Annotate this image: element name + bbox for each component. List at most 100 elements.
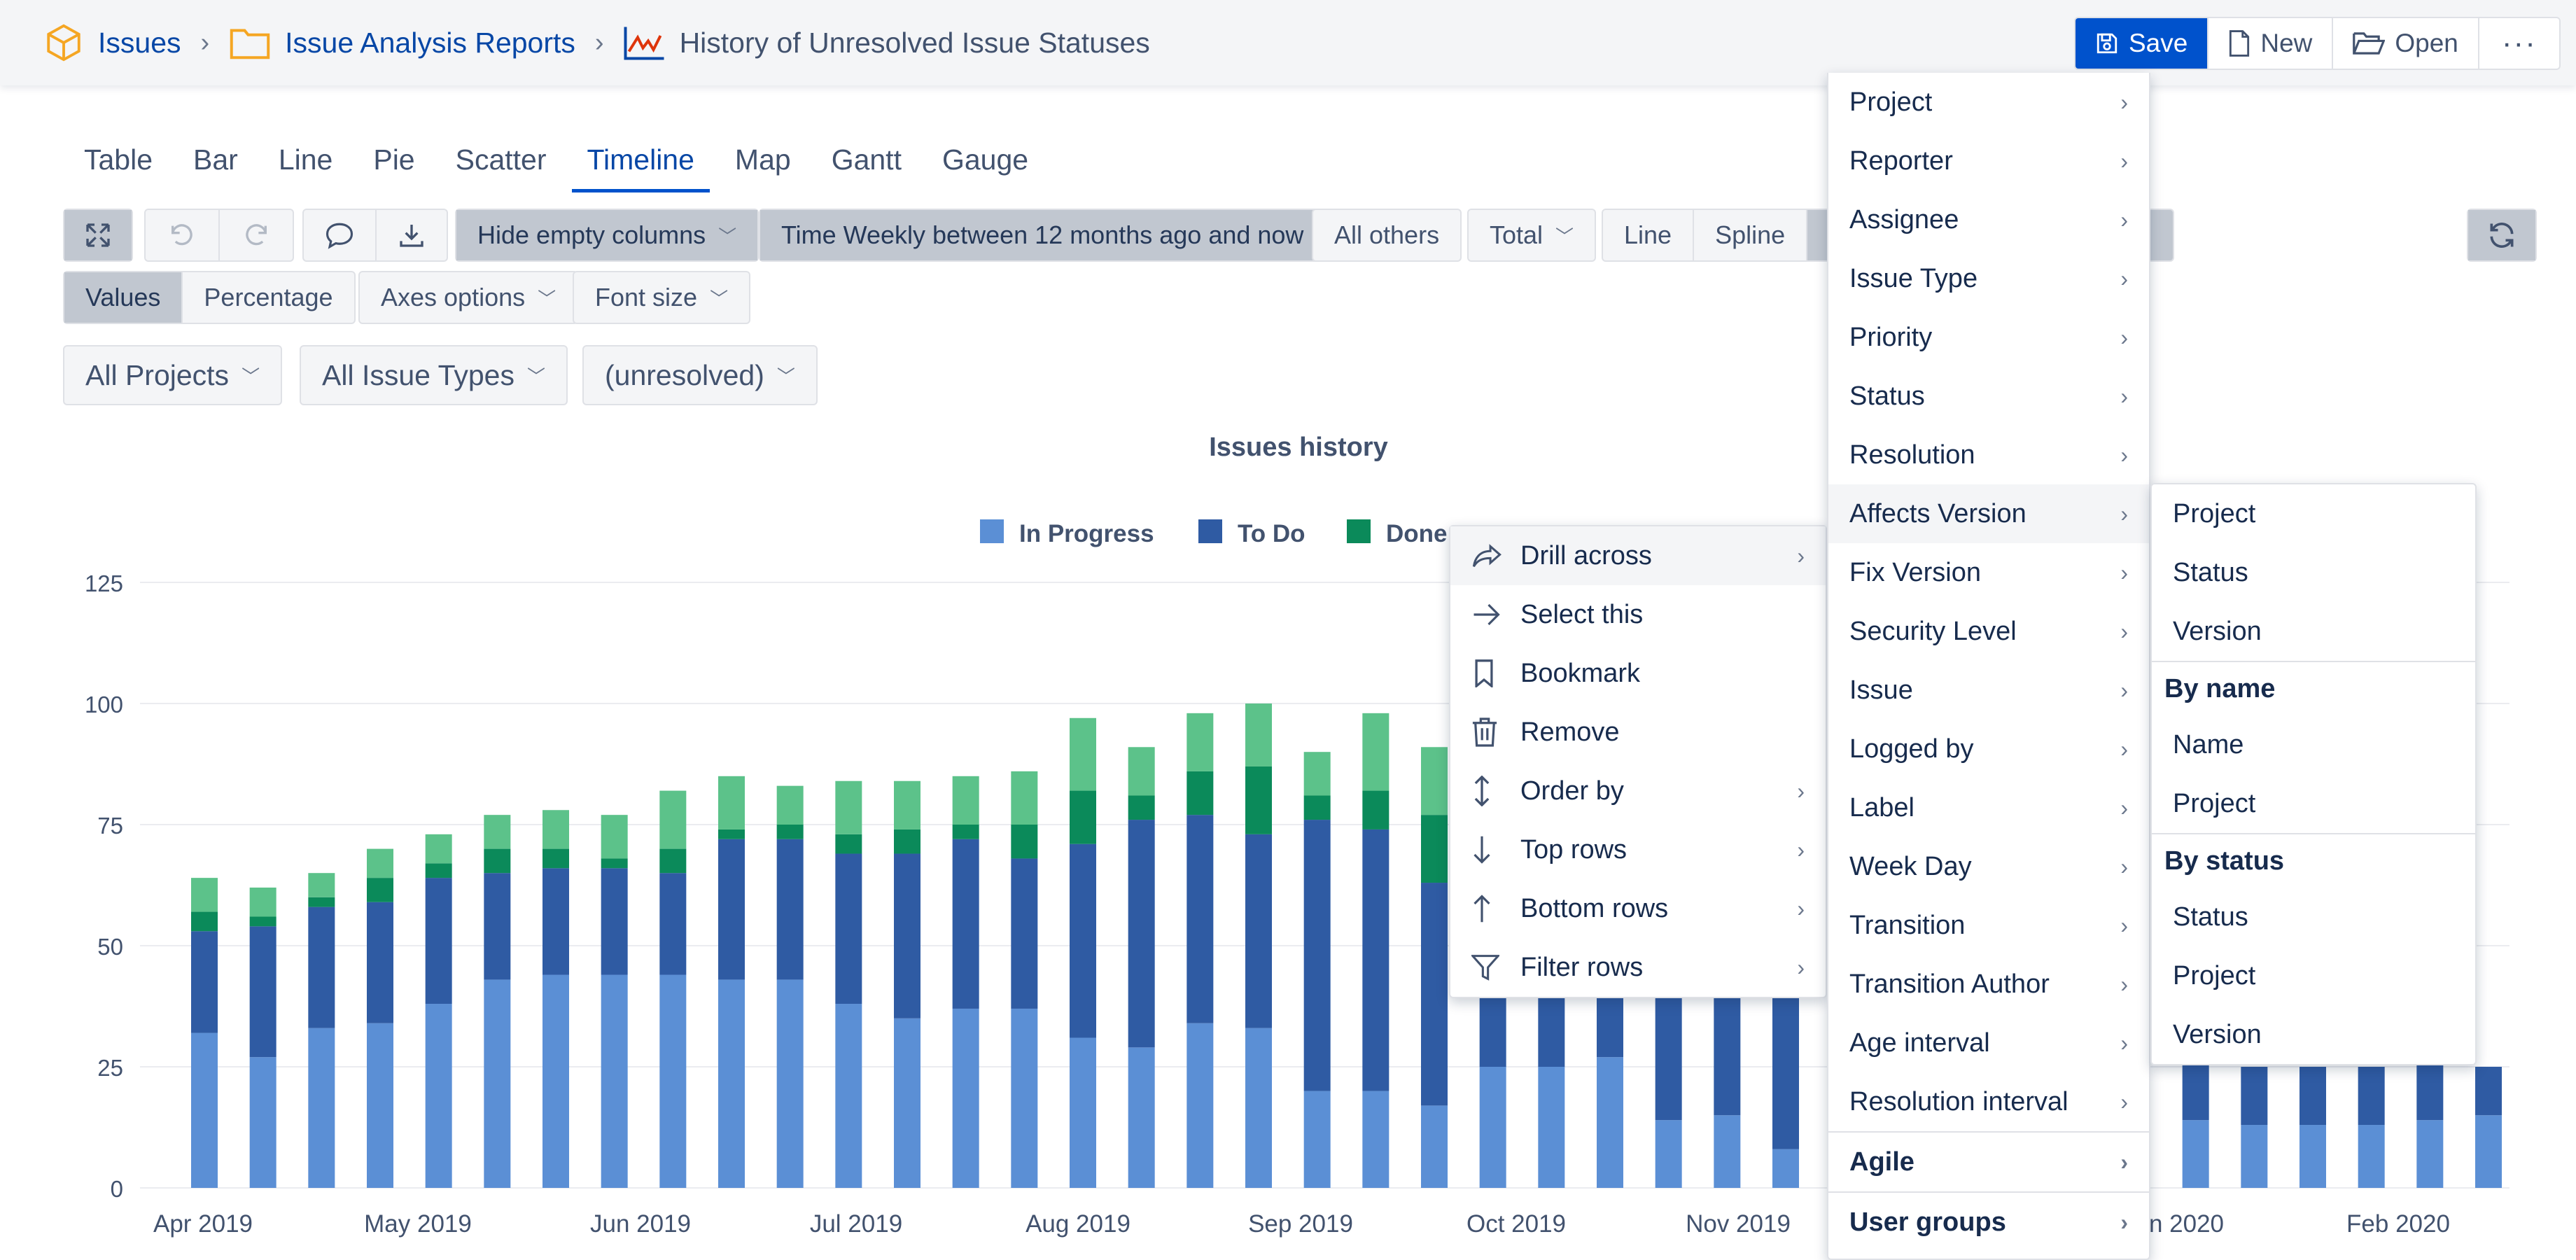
tab-bar[interactable]: Bar xyxy=(193,144,238,176)
breadcrumb-issue-analysis-reports[interactable]: Issue Analysis Reports xyxy=(285,26,575,59)
chevron-right-icon: › xyxy=(2120,1030,2128,1056)
drill-item-issue-type[interactable]: Issue Type › xyxy=(1828,249,2149,308)
hide-empty-dropdown[interactable]: Hide empty columns ﹀ xyxy=(455,209,760,262)
download-icon xyxy=(400,225,424,247)
bar-segment xyxy=(191,878,218,912)
drill-item-week-day[interactable]: Week Day › xyxy=(1828,837,2149,896)
tab-table[interactable]: Table xyxy=(84,144,153,176)
bar-segment xyxy=(1070,1037,1096,1188)
font-size-dropdown[interactable]: Font size ﹀ xyxy=(573,271,751,324)
drill-item-resolution-interval[interactable]: Resolution interval › xyxy=(1828,1072,2149,1131)
export-button[interactable] xyxy=(377,210,447,260)
sub-item-status-project[interactable]: Project xyxy=(2152,946,2475,1005)
sub-item-label: Status xyxy=(2173,902,2248,932)
drill-item-assignee[interactable]: Assignee › xyxy=(1828,190,2149,249)
issue-types-filter[interactable]: All Issue Types ﹀ xyxy=(300,345,568,405)
axes-options-dropdown[interactable]: Axes options ﹀ xyxy=(358,271,579,324)
drill-item-priority[interactable]: Priority › xyxy=(1828,308,2149,367)
menu-item-remove[interactable]: Remove xyxy=(1450,703,1826,762)
comment-button[interactable] xyxy=(304,210,377,260)
bar-segment xyxy=(1421,747,1448,816)
spline-style-button[interactable]: Spline xyxy=(1694,210,1808,260)
new-button[interactable]: New xyxy=(2208,18,2334,69)
drill-item-reporter[interactable]: Reporter › xyxy=(1828,132,2149,190)
open-folder-icon xyxy=(2353,32,2386,55)
refresh-button[interactable] xyxy=(2468,210,2535,260)
line-style-label: Line xyxy=(1624,220,1672,249)
fullscreen-group xyxy=(63,209,133,262)
all-others-button[interactable]: All others xyxy=(1312,209,1462,262)
drill-item-security-level[interactable]: Security Level › xyxy=(1828,602,2149,661)
drill-item-age-interval[interactable]: Age interval › xyxy=(1828,1014,2149,1072)
sort-icon xyxy=(1471,776,1504,806)
menu-item-order-by[interactable]: Order by › xyxy=(1450,762,1826,820)
time-range-button[interactable]: Time Weekly between 12 months ago and no… xyxy=(759,209,1326,262)
values-button[interactable]: Values xyxy=(64,272,183,323)
drill-item-transition-author[interactable]: Transition Author › xyxy=(1828,955,2149,1014)
menu-item-bottom-rows[interactable]: Bottom rows › xyxy=(1450,879,1826,938)
sub-item-label: Project xyxy=(2173,788,2256,818)
tab-pie[interactable]: Pie xyxy=(373,144,415,176)
tab-gauge[interactable]: Gauge xyxy=(941,144,1029,176)
chevron-right-icon: › xyxy=(1797,778,1805,804)
menu-item-top-rows[interactable]: Top rows › xyxy=(1450,820,1826,879)
tab-map[interactable]: Map xyxy=(734,144,791,176)
drill-item-status[interactable]: Status › xyxy=(1828,367,2149,426)
menu-item-label: Filter rows xyxy=(1520,952,1644,982)
drill-item-logged-by[interactable]: Logged by › xyxy=(1828,720,2149,778)
menu-item-drill-across[interactable]: Drill across › xyxy=(1450,526,1826,585)
bar-segment xyxy=(1421,1105,1448,1188)
sub-item-status-status[interactable]: Status xyxy=(2152,888,2475,946)
open-button[interactable]: Open xyxy=(2333,18,2479,69)
tab-gantt[interactable]: Gantt xyxy=(831,144,902,176)
tab-timeline[interactable]: Timeline xyxy=(571,144,710,192)
drill-group-agile[interactable]: Agile › xyxy=(1828,1133,2149,1191)
drill-item-label-dimension[interactable]: Label › xyxy=(1828,778,2149,837)
bar-segment xyxy=(1070,844,1096,1038)
breadcrumb-issues[interactable]: Issues xyxy=(98,26,181,59)
bar-segment xyxy=(1186,771,1214,816)
drill-item-affects-version[interactable]: Affects Version › xyxy=(1828,484,2149,543)
sub-item-version[interactable]: Version xyxy=(2152,602,2475,661)
chart-title: Issues history xyxy=(1209,433,1388,462)
resolution-filter[interactable]: (unresolved) ﹀ xyxy=(582,345,818,405)
menu-item-label: Top rows xyxy=(1520,834,1628,864)
sub-item-project[interactable]: Project xyxy=(2152,484,2475,543)
save-button[interactable]: Save xyxy=(2076,18,2209,69)
arrow-down-icon xyxy=(1471,835,1504,864)
drill-item-fix-version[interactable]: Fix Version › xyxy=(1828,543,2149,602)
drill-group-user-groups[interactable]: User groups › xyxy=(1828,1193,2149,1252)
drill-item-issue[interactable]: Issue › xyxy=(1828,661,2149,720)
menu-item-bookmark[interactable]: Bookmark xyxy=(1450,644,1826,703)
sub-item-status-version[interactable]: Version xyxy=(2152,1005,2475,1064)
drill-item-resolution[interactable]: Resolution › xyxy=(1828,426,2149,484)
bar-segment xyxy=(835,1004,862,1188)
tab-line[interactable]: Line xyxy=(278,144,333,176)
percentage-button[interactable]: Percentage xyxy=(183,272,354,323)
sub-item-status[interactable]: Status xyxy=(2152,543,2475,602)
menu-item-label: Order by xyxy=(1520,776,1624,806)
time-range-seg: Time Weekly between 12 months ago and no… xyxy=(760,210,1325,260)
sub-item-name-project[interactable]: Project xyxy=(2152,774,2475,833)
refresh-icon xyxy=(2490,223,2514,248)
total-dropdown[interactable]: Total ﹀ xyxy=(1467,209,1597,262)
menu-item-filter-rows[interactable]: Filter rows › xyxy=(1450,938,1826,997)
all-others-seg: All others xyxy=(1313,210,1460,260)
bar-segment xyxy=(1011,858,1038,1009)
bar-segment xyxy=(659,974,687,1188)
undo-button[interactable] xyxy=(146,210,220,260)
tab-scatter[interactable]: Scatter xyxy=(455,144,547,176)
redo-button[interactable] xyxy=(220,210,293,260)
spline-style-label: Spline xyxy=(1715,220,1786,249)
fullscreen-button[interactable] xyxy=(64,210,132,260)
more-actions-button[interactable]: ··· xyxy=(2479,18,2559,69)
sub-item-name[interactable]: Name xyxy=(2152,715,2475,774)
bar-segment xyxy=(484,815,511,849)
drill-item-project[interactable]: Project › xyxy=(1828,73,2149,132)
line-style-button[interactable]: Line xyxy=(1603,210,1695,260)
projects-filter[interactable]: All Projects ﹀ xyxy=(63,345,283,405)
drill-item-transition[interactable]: Transition › xyxy=(1828,896,2149,955)
menu-item-select-this[interactable]: Select this xyxy=(1450,585,1826,644)
chevron-right-icon: › xyxy=(2120,971,2128,997)
drill-item-label: Age interval xyxy=(1849,1028,1990,1058)
